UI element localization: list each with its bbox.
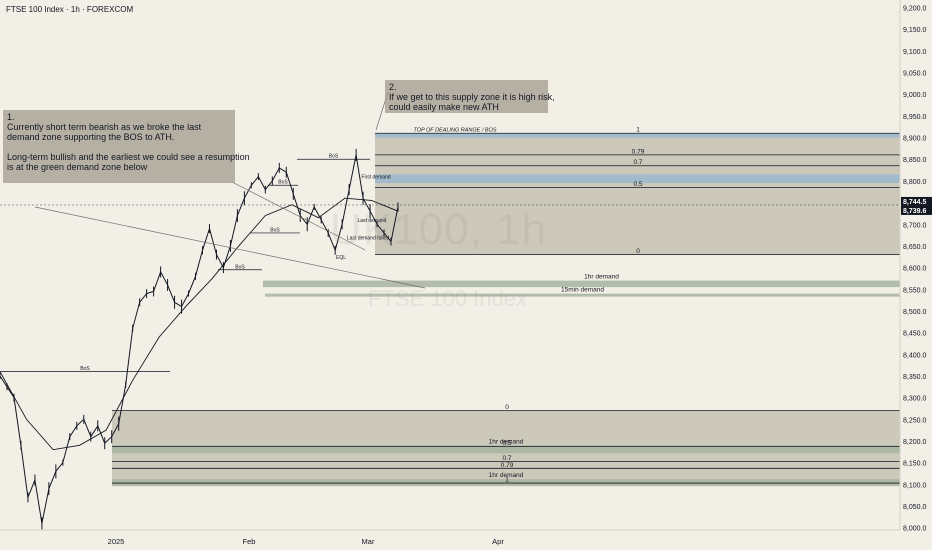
supply-zone <box>375 133 900 138</box>
fib-level-label: 0.5 <box>633 181 642 188</box>
note-1-line: demand zone supporting the BOS to ATH. <box>7 132 175 142</box>
note-1-line: is at the green demand zone below <box>7 162 148 172</box>
price-tick-label: 8,800.0 <box>903 179 926 186</box>
demand-zone-label: 1hr demand <box>489 438 524 445</box>
annotation-label: Last demand <box>358 218 387 224</box>
annotation-label: EQL <box>336 255 346 261</box>
demand-zone <box>265 293 900 297</box>
price-tick-label: 8,200.0 <box>903 439 926 446</box>
time-tick-label: Mar <box>362 537 375 546</box>
bos-label: BoS <box>329 154 339 160</box>
time-tick-label: 2025 <box>108 537 125 546</box>
price-axis-bg <box>900 0 932 550</box>
price-tick-label: 8,650.0 <box>903 244 926 251</box>
price-line <box>0 154 399 524</box>
fib-level-label: 1 <box>505 477 509 484</box>
fib-level-label: 1 <box>636 127 640 134</box>
price-tick-label: 8,050.0 <box>903 504 926 511</box>
note-1-line <box>7 142 231 152</box>
demand-zone-label: 1hr demand <box>584 274 619 281</box>
price-tick-label: 9,000.0 <box>903 92 926 99</box>
price-tick-label: 8,550.0 <box>903 287 926 294</box>
demand-zone <box>112 445 900 454</box>
demand-zone <box>112 479 900 487</box>
price-tick-label: 8,850.0 <box>903 157 926 164</box>
price-tick-label: 8,950.0 <box>903 114 926 121</box>
price-tick-label: 9,050.0 <box>903 71 926 78</box>
annotation-label: Last demand failed <box>347 235 389 241</box>
prev-price-label: 8,739.6 <box>903 208 926 215</box>
fib-level-label: 0 <box>505 404 509 411</box>
ema-line <box>0 197 399 451</box>
fib-level-label: 0.5 <box>502 440 511 447</box>
projection-line <box>231 181 366 251</box>
time-tick-label: Feb <box>243 537 256 546</box>
price-tick-label: 8,300.0 <box>903 396 926 403</box>
note-2-number: 2. <box>389 82 397 92</box>
fib-range-title: TOP OF DEALING RANGE / BOS <box>413 128 496 134</box>
last-price-label: 8,744.5 <box>903 199 926 206</box>
price-tick-label: 8,450.0 <box>903 331 926 338</box>
fib-level-label: 0.7 <box>502 455 511 462</box>
price-tick-label: 8,700.0 <box>903 222 926 229</box>
price-tick-label: 8,900.0 <box>903 136 926 143</box>
bos-label: BoS <box>270 227 280 233</box>
bos-label: BoS <box>235 264 245 270</box>
price-tick-label: 8,150.0 <box>903 461 926 468</box>
price-tick-label: 9,100.0 <box>903 49 926 56</box>
prev-price-box <box>901 205 932 215</box>
demand-zone <box>263 280 900 288</box>
price-tick-label: 8,500.0 <box>903 309 926 316</box>
annotations: First demand Last demand Last demand faile… <box>34 91 426 289</box>
fib-level-label: 0.7 <box>633 159 642 166</box>
annotation-label: First demand <box>361 175 390 181</box>
fib-level-label: 0.79 <box>632 148 645 155</box>
price-tick-label: 8,400.0 <box>903 352 926 359</box>
last-price-box <box>901 196 932 206</box>
note-1-line: Long-term bullish and the earliest we co… <box>7 152 250 162</box>
price-tick-label: 8,350.0 <box>903 374 926 381</box>
bos-label: BoS <box>80 366 90 372</box>
chart-title: FTSE 100 Index · 1h · FOREXCOM <box>6 5 134 14</box>
price-tick-label: 9,200.0 <box>903 6 926 13</box>
demand-zone-label: 15min demand <box>561 287 604 294</box>
note-2[interactable]: 2. If we get to this supply zone it is h… <box>385 80 555 113</box>
projection-line <box>34 206 426 289</box>
price-tick-label: 8,000.0 <box>903 526 926 533</box>
note-2-line: could easily make new ATH <box>389 102 499 112</box>
price-tick-label: 8,600.0 <box>903 266 926 273</box>
note-1-line: Currently short term bearish as we broke… <box>7 122 202 132</box>
fib-level-label: 0.79 <box>501 462 514 469</box>
price-tick-label: 8,100.0 <box>903 482 926 489</box>
note-1-number: 1. <box>7 112 15 122</box>
demand-zone-label: 1hr demand <box>489 472 524 479</box>
note-2-line: If we get to this supply zone it is high… <box>389 92 555 102</box>
note-1[interactable]: 1. Currently short term bearish as we br… <box>3 110 250 183</box>
bos-label: BoS <box>278 180 288 186</box>
time-axis: 2025 Feb Mar Apr <box>0 529 900 546</box>
price-series <box>0 148 399 530</box>
price-tick-label: 8,250.0 <box>903 417 926 424</box>
supply-dealing-range <box>375 133 900 255</box>
price-tick-label: 9,150.0 <box>903 27 926 34</box>
ema-path <box>0 197 399 451</box>
fib-level-label: 0 <box>636 248 640 255</box>
time-tick-label: Apr <box>492 537 504 546</box>
supply-zone <box>375 174 900 184</box>
